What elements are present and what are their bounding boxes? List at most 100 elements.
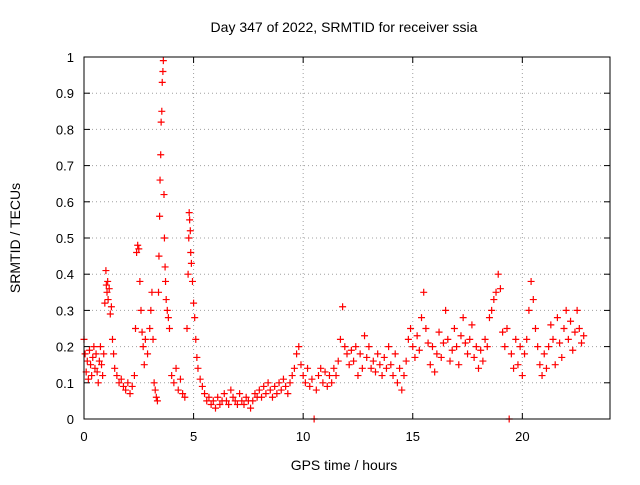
data-point [102,267,110,275]
data-point [477,346,485,354]
data-point [113,372,121,380]
data-point [457,332,465,340]
data-point [345,361,353,369]
data-point [350,357,358,365]
data-point [567,317,575,325]
data-point [255,386,263,394]
data-point [387,361,395,369]
data-point [147,306,155,314]
data-point [193,353,201,361]
data-point [288,372,296,380]
data-point [551,361,559,369]
data-point [523,335,531,343]
y-tick-label: 0 [67,412,74,427]
data-point [205,393,213,401]
data-point [135,245,143,253]
data-point [238,397,246,405]
x-tick-label: 20 [515,429,529,444]
data-point [428,343,436,351]
data-point [545,343,553,351]
data-point [442,306,450,314]
y-tick-label: 0.7 [56,159,74,174]
data-point [290,364,298,372]
data-point [225,401,233,409]
y-tick-label: 0.4 [56,267,74,282]
data-point [325,372,333,380]
data-point [100,350,108,358]
data-point [144,350,152,358]
data-point [103,288,111,296]
data-point [556,339,564,347]
data-point [380,353,388,361]
data-point [183,325,191,332]
data-point [295,343,303,351]
data-point [328,379,336,387]
data-point [222,397,230,405]
data-point [371,368,379,376]
data-point [514,361,522,369]
data-point [507,350,515,358]
data-point [367,364,375,372]
data-point [160,191,168,199]
data-point [159,57,167,65]
data-point [207,401,215,409]
x-tick-label: 0 [80,429,87,444]
data-point [343,350,351,358]
data-point [148,288,156,296]
data-point [279,375,287,383]
data-point [83,357,91,365]
data-point [521,350,529,358]
data-point [562,306,570,314]
data-point [105,285,113,293]
data-point [229,393,237,401]
data-point [152,393,160,401]
data-point [187,259,195,267]
data-point [258,393,266,401]
data-point [468,321,476,329]
data-point [402,357,410,365]
data-point [439,339,447,347]
data-point [161,263,169,271]
data-point [389,372,397,380]
data-point [426,361,434,369]
data-point [293,350,301,358]
data-point [315,372,323,380]
data-point [282,382,290,390]
x-tick-label: 5 [190,429,197,444]
x-axis-label: GPS time / hours [291,457,398,473]
data-point [136,277,144,285]
data-point [262,390,270,398]
data-point [122,386,130,394]
data-point [435,328,443,336]
data-point [453,343,461,351]
data-point [275,379,283,387]
data-point [538,372,546,380]
data-point [268,393,276,401]
data-point [354,372,362,380]
data-point [400,372,408,380]
data-point [483,343,491,351]
data-point [140,361,148,369]
data-point [512,335,520,343]
data-point [138,328,146,336]
data-point [464,350,472,358]
data-point [240,401,248,409]
data-point [420,288,428,296]
data-point [277,386,285,394]
data-point [159,67,167,75]
chart-title: Day 347 of 2022, SRMTID for receiver ssi… [211,19,478,35]
data-point [431,368,439,376]
data-point [84,375,92,383]
data-point [558,353,566,361]
data-point [233,401,241,409]
data-point [157,118,165,126]
data-point [297,361,305,369]
data-point [134,241,142,249]
data-point [319,379,327,387]
data-point [186,216,194,224]
data-point [470,353,478,361]
data-point [107,303,115,311]
data-point [156,176,164,184]
data-point [404,335,412,343]
data-point [92,350,100,358]
